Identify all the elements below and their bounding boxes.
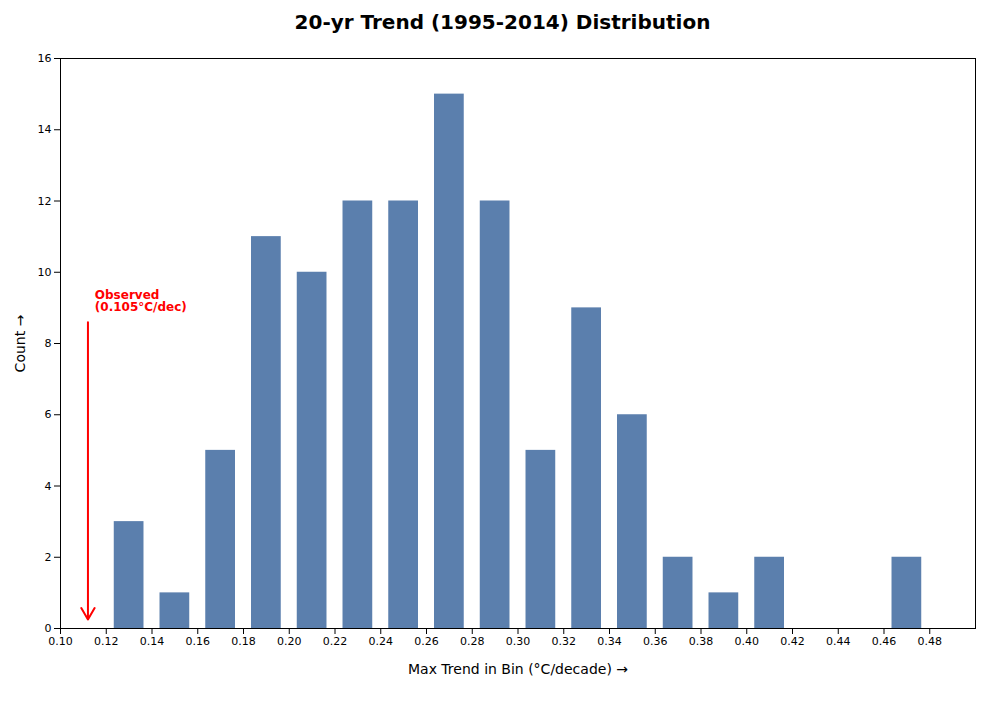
- svg-text:Max Trend in Bin (°C/decade) →: Max Trend in Bin (°C/decade) →: [408, 661, 628, 677]
- svg-text:0.24: 0.24: [369, 635, 394, 648]
- svg-text:0.18: 0.18: [231, 635, 256, 648]
- svg-text:0.48: 0.48: [918, 635, 943, 648]
- svg-text:0: 0: [45, 622, 52, 635]
- svg-text:0.12: 0.12: [94, 635, 119, 648]
- svg-text:0.34: 0.34: [597, 635, 622, 648]
- svg-text:0.22: 0.22: [323, 635, 348, 648]
- svg-text:14: 14: [38, 123, 52, 136]
- svg-text:16: 16: [38, 52, 52, 65]
- svg-text:12: 12: [38, 195, 52, 208]
- svg-text:0.10: 0.10: [48, 635, 73, 648]
- svg-text:0.32: 0.32: [552, 635, 577, 648]
- svg-text:10: 10: [38, 266, 52, 279]
- html-text:20-yr Trend (1995-2014) Distri: 20-yr Trend (1995-2014) Distribution: [294, 10, 711, 34]
- svg-text:0.44: 0.44: [826, 635, 851, 648]
- svg-text:2: 2: [45, 551, 52, 564]
- svg-text:Observed(0.105°C/dec): Observed(0.105°C/dec): [95, 288, 187, 314]
- svg-text:0.42: 0.42: [780, 635, 805, 648]
- svg-text:0.14: 0.14: [140, 635, 165, 648]
- svg-text:6: 6: [45, 408, 52, 421]
- svg-text:0.40: 0.40: [735, 635, 760, 648]
- svg-text:0.46: 0.46: [872, 635, 897, 648]
- svg-text:0.28: 0.28: [460, 635, 485, 648]
- svg-text:0.26: 0.26: [414, 635, 439, 648]
- svg-text:0.38: 0.38: [689, 635, 714, 648]
- svg-text:8: 8: [45, 337, 52, 350]
- svg-text:0.30: 0.30: [506, 635, 531, 648]
- svg-text:0.16: 0.16: [186, 635, 211, 648]
- svg-text:4: 4: [45, 480, 52, 493]
- svg-text:0.20: 0.20: [277, 635, 302, 648]
- svg-text:Count →: Count →: [12, 314, 28, 372]
- svg-text:0.36: 0.36: [643, 635, 668, 648]
